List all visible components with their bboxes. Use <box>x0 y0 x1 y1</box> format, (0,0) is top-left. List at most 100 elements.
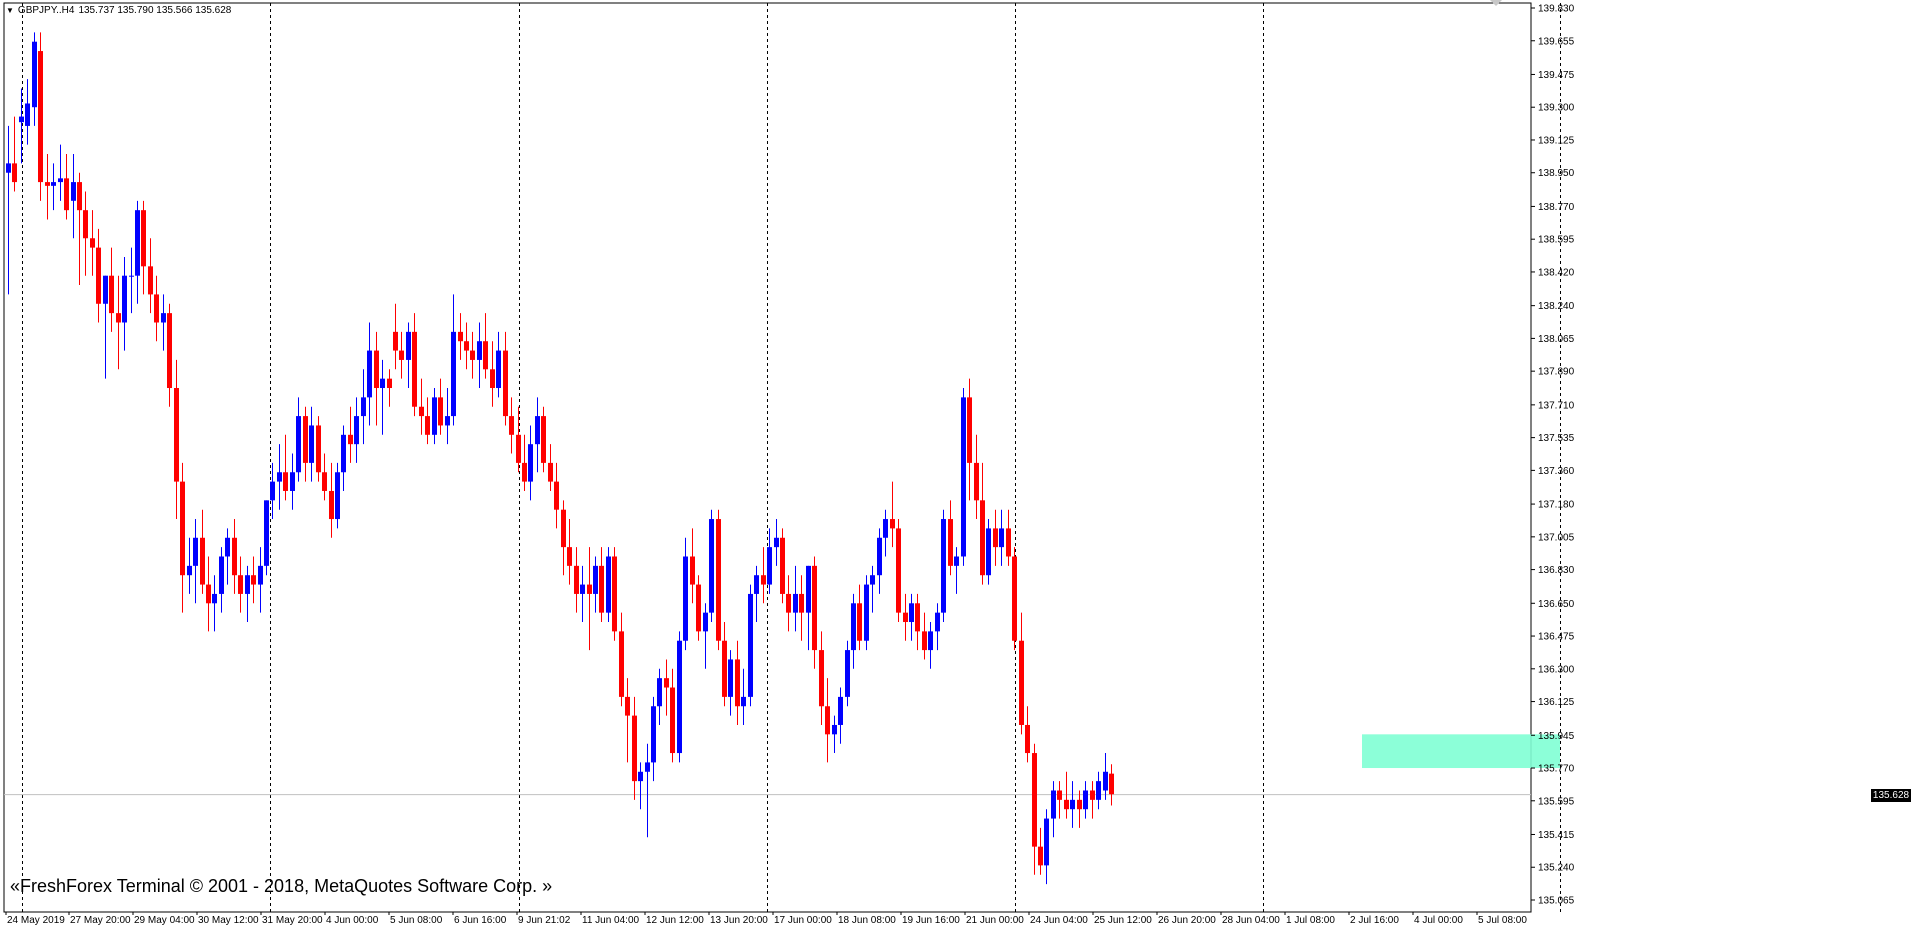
copyright-text: «FreshForex Terminal © 2001 - 2018, Meta… <box>10 876 553 896</box>
time-tick-label: 2 Jul 16:00 <box>1350 915 1399 926</box>
candle-body <box>6 163 11 173</box>
candle-body <box>496 350 501 389</box>
candle-body <box>225 537 230 557</box>
candle-body <box>296 416 301 473</box>
candle-body <box>490 369 495 389</box>
candle-body <box>135 210 140 276</box>
candle-body <box>219 556 224 594</box>
candle-body <box>999 528 1004 548</box>
candle-body <box>735 659 740 707</box>
candle-body <box>645 762 650 772</box>
candle-body <box>1051 790 1056 819</box>
candle-body <box>148 266 153 295</box>
candle-body <box>606 556 611 613</box>
candle-body <box>264 500 269 566</box>
candle-body <box>167 313 172 389</box>
candle-body <box>303 416 308 463</box>
candle-body <box>780 537 785 594</box>
time-tick-label: 5 Jul 08:00 <box>1478 915 1527 926</box>
candle-body <box>890 519 895 529</box>
candle-body <box>335 472 340 520</box>
candle-body <box>477 341 482 360</box>
candle-body <box>896 528 901 613</box>
candle-body <box>922 631 927 651</box>
price-tick-label: 137.535 <box>1538 433 1575 444</box>
candle-body <box>141 210 146 267</box>
candle-body <box>451 331 456 417</box>
supply-zone <box>1362 734 1560 769</box>
candle-body <box>1038 846 1043 866</box>
candle-body <box>548 462 553 482</box>
candle-body <box>974 462 979 501</box>
candle-body <box>445 416 450 426</box>
candle-body <box>767 547 772 585</box>
candle-body <box>283 472 288 491</box>
candle-body <box>825 706 830 735</box>
candle-body <box>774 537 779 548</box>
candle-body <box>632 715 637 782</box>
candle-body <box>535 416 540 445</box>
price-tick-label: 139.125 <box>1538 135 1575 146</box>
candle-body <box>406 331 411 360</box>
time-tick-label: 18 Jun 08:00 <box>838 915 896 926</box>
candle-body <box>258 565 263 585</box>
candle-body <box>1070 799 1075 810</box>
candle-body <box>909 603 914 623</box>
price-tick-label: 135.065 <box>1538 896 1575 907</box>
candle-body <box>32 41 37 108</box>
candle-body <box>812 565 817 651</box>
price-tick-label: 135.770 <box>1538 764 1575 775</box>
time-tick-label: 12 Jun 12:00 <box>646 915 704 926</box>
scroll-marker-icon[interactable] <box>1490 0 1502 6</box>
candle-body <box>1096 781 1101 800</box>
candle-body <box>109 275 114 314</box>
price-tick-label: 136.300 <box>1538 664 1575 675</box>
time-tick-label: 27 May 20:00 <box>70 915 131 926</box>
candle-body <box>96 247 101 304</box>
time-tick-label: 24 Jun 04:00 <box>1030 915 1088 926</box>
candle-body <box>903 612 908 623</box>
candle-body <box>941 519 946 613</box>
candle-body <box>51 182 56 186</box>
candle-body <box>883 519 888 538</box>
candle-body <box>967 397 972 463</box>
candle-body <box>580 584 585 594</box>
candle-body <box>425 416 430 435</box>
candle-body <box>857 603 862 641</box>
candle-body <box>103 275 108 304</box>
candle-body <box>1064 799 1069 810</box>
candle-body <box>129 275 134 277</box>
triangle-down-icon[interactable]: ▼ <box>6 6 14 15</box>
candle-body <box>528 444 533 482</box>
price-tick-label: 138.065 <box>1538 334 1575 345</box>
candle-body <box>1019 640 1024 725</box>
candle-body <box>432 397 437 435</box>
candle-body <box>419 406 424 417</box>
price-tick-label: 138.770 <box>1538 202 1575 213</box>
time-tick-label: 9 Jun 21:02 <box>518 915 571 926</box>
candle-body <box>1006 528 1011 557</box>
candle-body <box>961 397 966 557</box>
candle-body <box>516 434 521 463</box>
time-tick-label: 1 Jul 08:00 <box>1286 915 1335 926</box>
time-tick-label: 31 May 20:00 <box>262 915 323 926</box>
candle-body <box>503 350 508 417</box>
candle-body <box>483 341 488 370</box>
time-tick-label: 25 Jun 12:00 <box>1094 915 1152 926</box>
ohlc-values: 135.737 135.790 135.566 135.628 <box>78 5 232 16</box>
price-tick-label: 137.710 <box>1538 400 1575 411</box>
candle-body <box>387 378 392 389</box>
price-tick-label: 136.650 <box>1538 599 1575 610</box>
price-tick-label: 138.950 <box>1538 168 1575 179</box>
candle-body <box>290 472 295 491</box>
candle-body <box>722 640 727 697</box>
candle-body <box>599 565 604 613</box>
price-tick-label: 135.595 <box>1538 796 1575 807</box>
time-tick-label: 24 May 2019 <box>7 915 65 926</box>
candle-body <box>786 593 791 613</box>
candle-body <box>64 178 69 211</box>
candle-body <box>509 416 514 435</box>
candle-body <box>612 556 617 632</box>
candle-body <box>1025 724 1030 754</box>
